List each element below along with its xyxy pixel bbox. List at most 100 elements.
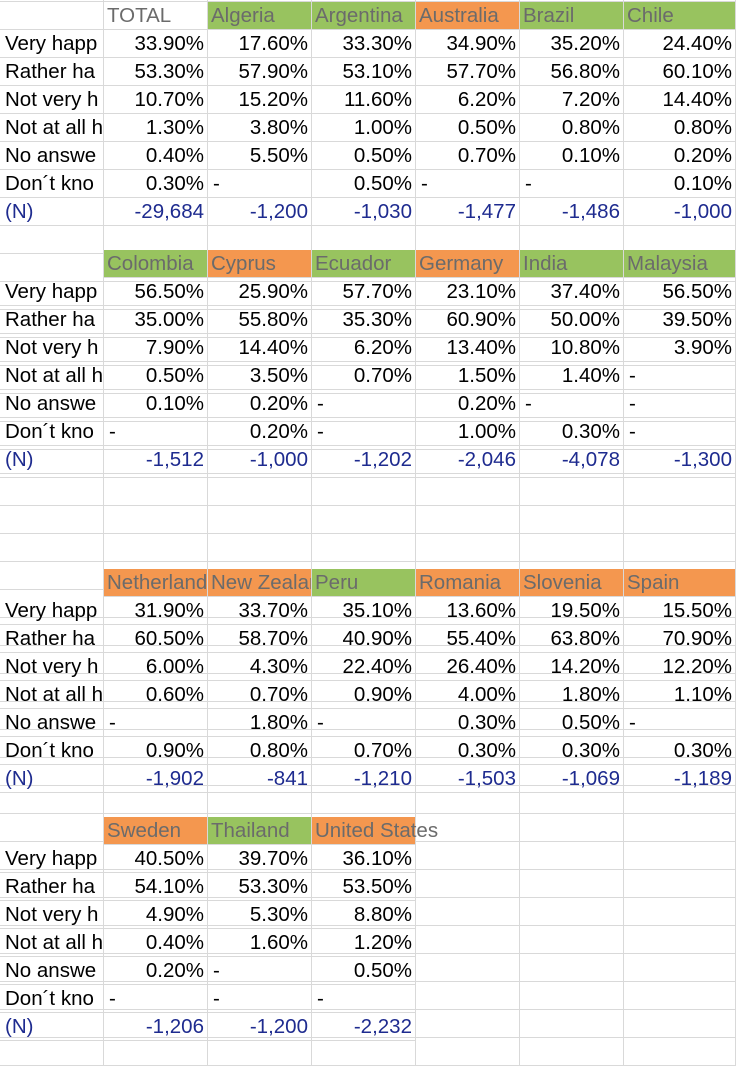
data-cell: 0.30%	[416, 737, 520, 765]
column-header: TOTAL	[104, 2, 208, 30]
data-cell: -	[208, 957, 312, 985]
data-cell: 35.00%	[104, 306, 208, 334]
empty-cell	[416, 954, 520, 982]
empty-cell	[0, 506, 104, 534]
empty-cell	[312, 478, 416, 506]
empty-cell	[520, 814, 624, 842]
row-label: Not very h	[0, 653, 104, 681]
row-label: Rather ha	[0, 873, 104, 901]
empty-cell	[624, 954, 736, 982]
row-label: Rather ha	[0, 306, 104, 334]
data-cell: 0.40%	[104, 142, 208, 170]
data-cell: 54.10%	[104, 873, 208, 901]
data-cell: 1.30%	[104, 114, 208, 142]
data-cell: 39.50%	[624, 306, 736, 334]
row-label: Not very h	[0, 334, 104, 362]
data-cell: 0.30%	[520, 737, 624, 765]
row-label: Not very h	[0, 901, 104, 929]
data-cell: 23.10%	[416, 278, 520, 306]
empty-cell	[520, 898, 624, 926]
data-cell: 11.60%	[312, 86, 416, 114]
data-cell: -	[104, 985, 208, 1013]
column-header: Algeria	[208, 2, 312, 30]
data-cell: 0.20%	[104, 957, 208, 985]
empty-cell	[0, 0, 104, 2]
data-cell: -	[312, 985, 416, 1013]
data-cell: 6.00%	[104, 653, 208, 681]
empty-cell	[104, 478, 208, 506]
column-header: Ecuador	[312, 250, 416, 278]
row-label: No answe	[0, 142, 104, 170]
sample-size-cell: -1,030	[312, 198, 416, 226]
empty-cell	[208, 0, 312, 2]
column-header: Malaysia	[624, 250, 736, 278]
sample-size-cell: -1,902	[104, 765, 208, 793]
row-label: Very happ	[0, 30, 104, 58]
sample-size-cell: -1,206	[104, 1013, 208, 1041]
data-cell: -	[208, 170, 312, 198]
data-cell: -	[624, 390, 736, 418]
column-header: India	[520, 250, 624, 278]
data-cell: 14.40%	[624, 86, 736, 114]
empty-cell	[0, 1038, 104, 1066]
data-cell: -	[520, 170, 624, 198]
data-cell: 50.00%	[520, 306, 624, 334]
data-cell: 0.60%	[104, 681, 208, 709]
data-cell: 1.80%	[208, 709, 312, 737]
empty-cell	[624, 1010, 736, 1038]
empty-cell	[104, 506, 208, 534]
row-label: (N)	[0, 198, 104, 226]
data-cell: 1.50%	[416, 362, 520, 390]
column-header: Romania	[416, 569, 520, 597]
row-label: Don´t kno	[0, 985, 104, 1013]
data-cell: 14.20%	[520, 653, 624, 681]
sample-size-cell: -1,512	[104, 446, 208, 474]
data-cell: 10.80%	[520, 334, 624, 362]
data-cell: 1.00%	[312, 114, 416, 142]
empty-cell	[520, 478, 624, 506]
data-cell: 0.30%	[104, 170, 208, 198]
sample-size-cell: -2,046	[416, 446, 520, 474]
data-cell: -	[312, 390, 416, 418]
empty-cell	[520, 506, 624, 534]
empty-cell	[416, 0, 520, 2]
empty-cell	[0, 226, 104, 254]
empty-cell	[624, 506, 736, 534]
data-cell: 0.50%	[312, 142, 416, 170]
column-header: Chile	[624, 2, 736, 30]
data-cell: 53.30%	[104, 58, 208, 86]
data-cell: 17.60%	[208, 30, 312, 58]
data-cell: 0.10%	[520, 142, 624, 170]
column-header: Sweden	[104, 817, 208, 845]
column-header: New Zealand	[208, 569, 312, 597]
empty-cell	[416, 534, 520, 562]
empty-cell	[208, 534, 312, 562]
empty-cell	[624, 1038, 736, 1066]
data-cell: -	[312, 418, 416, 446]
row-label: Not at all h	[0, 114, 104, 142]
data-cell: 15.20%	[208, 86, 312, 114]
empty-cell	[312, 534, 416, 562]
empty-cell	[0, 562, 104, 590]
data-cell: 8.80%	[312, 901, 416, 929]
data-cell: 0.50%	[312, 170, 416, 198]
empty-cell	[520, 870, 624, 898]
empty-cell	[104, 534, 208, 562]
data-cell: 37.40%	[520, 278, 624, 306]
empty-cell	[416, 926, 520, 954]
column-header: Peru	[312, 569, 416, 597]
data-cell: -	[624, 362, 736, 390]
data-cell: 1.40%	[520, 362, 624, 390]
row-label: No answe	[0, 709, 104, 737]
data-cell: 0.10%	[624, 170, 736, 198]
empty-cell	[0, 2, 104, 30]
data-cell: 4.00%	[416, 681, 520, 709]
empty-cell	[416, 1010, 520, 1038]
empty-cell	[208, 506, 312, 534]
row-label: Don´t kno	[0, 418, 104, 446]
column-header: Argentina	[312, 2, 416, 30]
data-cell: 19.50%	[520, 597, 624, 625]
column-header: Australia	[416, 2, 520, 30]
data-cell: 12.20%	[624, 653, 736, 681]
empty-cell	[208, 478, 312, 506]
